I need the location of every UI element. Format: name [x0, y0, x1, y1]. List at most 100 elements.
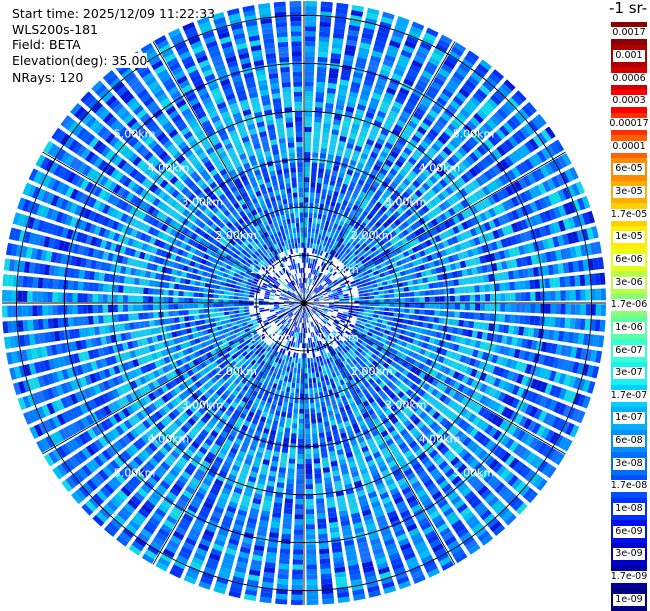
range-gate-cell — [306, 343, 308, 348]
range-gate-cell — [576, 304, 581, 315]
range-gate-cell — [318, 528, 327, 534]
range-gate-cell — [310, 192, 315, 197]
range-gate-cell — [305, 429, 310, 434]
range-gate-cell — [305, 36, 316, 41]
range-gate-cell — [319, 356, 323, 361]
range-gate-cell — [319, 37, 330, 43]
range-gate-cell — [318, 52, 328, 58]
range-gate-cell — [367, 317, 373, 321]
range-gate-cell — [327, 384, 332, 390]
range-gate-cell — [295, 393, 299, 398]
range-gate-cell — [306, 564, 317, 569]
range-gate-cell — [322, 411, 327, 417]
range-gate-cell — [510, 293, 515, 301]
range-gate-cell — [305, 137, 312, 142]
range-gate-cell — [305, 16, 316, 21]
range-gate-cell — [374, 291, 379, 295]
range-gate-cell — [318, 427, 324, 433]
range-gate-cell — [359, 309, 364, 312]
range-gate-cell — [305, 469, 312, 474]
range-gate-cell — [287, 473, 294, 479]
range-gate-cell — [288, 361, 292, 366]
range-gate-cell — [369, 307, 374, 310]
range-gate-cell — [315, 102, 323, 108]
range-gate-cell — [353, 292, 358, 295]
range-gate-cell — [384, 308, 389, 312]
range-gate-cell — [417, 278, 423, 284]
range-gate-cell — [309, 208, 313, 213]
range-gate-cell — [370, 276, 376, 280]
range-gate-cell — [379, 303, 384, 306]
range-gate-cell — [330, 367, 335, 373]
range-gate-cell — [354, 303, 359, 305]
range-gate-cell — [298, 429, 303, 434]
range-gate-cell — [305, 51, 315, 56]
range-gate-cell — [450, 296, 455, 302]
range-gate-cell — [289, 372, 293, 377]
range-gate-cell — [279, 554, 289, 560]
range-gate-cell — [315, 352, 318, 357]
range-gate-cell — [319, 209, 324, 215]
range-gate-cell — [277, 477, 285, 483]
range-gate-cell — [280, 457, 287, 463]
range-gate-cell — [334, 305, 339, 307]
range-gate-cell — [282, 528, 291, 534]
range-gate-cell — [313, 383, 317, 388]
range-gate-cell — [316, 377, 320, 383]
range-gate-cell — [302, 323, 303, 328]
range-gate-cell — [453, 279, 459, 286]
range-gate-cell — [464, 286, 470, 293]
range-gate-cell — [388, 285, 394, 289]
range-gate-cell — [327, 154, 334, 160]
range-gate-cell — [290, 352, 293, 357]
range-gate-cell — [317, 219, 321, 225]
range-gate-cell — [305, 122, 312, 127]
range-gate-cell — [409, 314, 415, 319]
range-gate-cell — [292, 418, 297, 423]
range-gate-cell — [304, 187, 309, 192]
range-gate-cell — [306, 499, 314, 504]
range-gate-cell — [314, 463, 321, 469]
range-gate-cell — [430, 297, 435, 302]
range-gate-cell — [305, 112, 313, 117]
range-gate-cell — [328, 446, 335, 452]
range-gate-cell — [540, 304, 545, 314]
range-gate-cell — [305, 409, 309, 414]
range-gate-cell — [311, 182, 316, 187]
range-gate-cell — [313, 218, 317, 223]
range-gate-cell — [288, 377, 292, 383]
range-gate-cell — [310, 358, 313, 363]
range-gate-cell — [314, 112, 322, 118]
range-gate-cell — [422, 277, 428, 283]
range-gate-cell — [437, 274, 443, 280]
range-gate-cell — [312, 248, 315, 253]
range-gate-cell — [298, 434, 303, 439]
range-gate-cell — [425, 303, 430, 308]
range-gate-cell — [314, 393, 318, 398]
range-gate-cell — [329, 300, 334, 301]
range-gate-cell — [420, 297, 425, 302]
range-gate-cell — [359, 306, 364, 309]
range-gate-cell — [314, 233, 318, 238]
range-gate-cell — [574, 275, 580, 286]
range-gate-cell — [319, 548, 329, 554]
range-gate-cell — [306, 519, 315, 524]
range-gate-cell — [305, 419, 310, 424]
range-gate-cell — [300, 388, 304, 393]
range-gate-cell — [353, 311, 358, 314]
range-gate-cell — [499, 283, 505, 291]
range-gate-cell — [362, 319, 368, 323]
range-gate-cell — [277, 482, 285, 488]
range-gate-cell — [434, 310, 439, 316]
range-gate-cell — [375, 274, 381, 279]
range-gate-cell — [377, 282, 383, 286]
range-gate-cell — [274, 446, 281, 452]
range-gate-cell — [344, 298, 349, 300]
range-gate-cell — [299, 409, 303, 414]
range-gate-cell — [405, 303, 410, 307]
range-gate-cell — [309, 343, 311, 348]
range-gate-cell — [326, 431, 332, 437]
range-gate-cell — [304, 182, 309, 187]
range-gate-cell — [280, 549, 290, 555]
range-gate-cell — [306, 484, 313, 489]
